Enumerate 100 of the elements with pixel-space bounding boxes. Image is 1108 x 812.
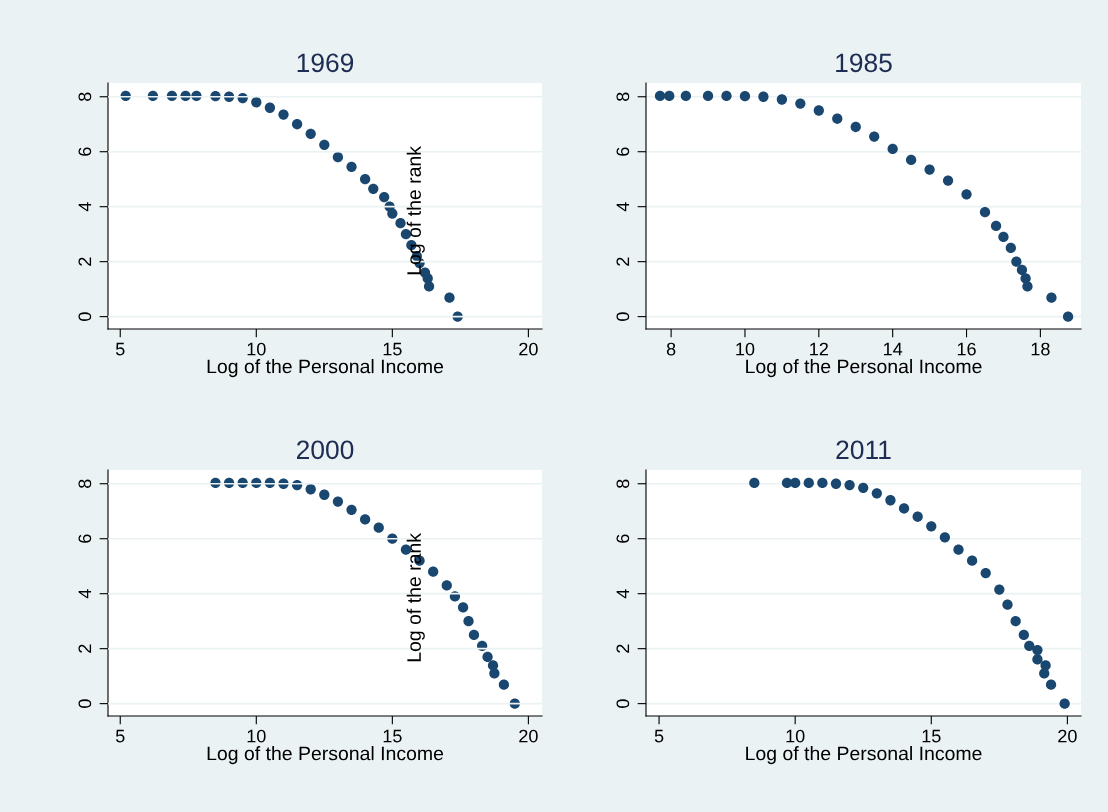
point [979,207,991,218]
y-tick-label: 6 [616,147,630,156]
point [346,161,357,172]
point [912,511,923,522]
x-tick-label: 5 [115,342,125,356]
point [1032,644,1043,656]
point [926,521,937,532]
x-tick-label: 15 [922,729,941,743]
point [1032,654,1043,665]
y-tick-label: 4 [616,589,630,599]
point [468,629,480,641]
chart-title: 1985 [836,53,892,73]
point [795,98,806,109]
point [332,496,344,507]
y-tick-label: 2 [78,644,92,653]
point [980,567,991,579]
point [1002,599,1013,610]
point [457,602,469,613]
point [680,90,692,102]
point [359,174,371,185]
point [1010,616,1021,627]
y-tick-label: 8 [78,92,92,101]
point [998,231,1009,243]
point [942,175,954,186]
point [1005,242,1016,254]
x-tick-label: 15 [383,729,402,743]
point [654,90,666,102]
point [830,478,842,489]
x-tick-label: 12 [810,342,828,356]
x-tick-label: 20 [519,342,538,356]
x-tick-label: 10 [736,342,755,356]
y-tick-label: 2 [78,257,92,266]
x-tick-label: 8 [666,342,676,356]
y-tick-label: 0 [616,312,630,321]
point [251,97,262,108]
point [305,484,316,495]
point [664,90,675,102]
point [790,477,801,489]
point [463,616,474,627]
point [817,477,828,489]
x-axis-title: Log of the Personal Income [207,746,444,765]
y-tick-label: 0 [78,312,92,321]
point [498,679,510,690]
point [803,477,814,489]
y-tick-label: 4 [616,202,630,212]
y-axis-title: Log of the rank [406,146,425,275]
point [332,152,344,163]
point [305,128,316,139]
point [1046,292,1057,303]
point [428,566,439,577]
point [482,651,493,663]
point [739,91,751,102]
point [1018,629,1029,641]
point [359,514,371,525]
point [776,94,788,105]
point [858,482,869,494]
point [278,109,289,120]
point [1011,256,1022,267]
point [1024,640,1035,652]
point [994,584,1005,595]
x-tick-label: 5 [654,729,664,743]
chart-title: 1969 [297,53,354,73]
point [871,488,882,499]
point [423,281,435,292]
point [898,503,910,514]
point [264,102,276,113]
point [721,90,732,102]
point [1022,281,1033,292]
y-tick-label: 8 [616,479,630,488]
x-tick-label: 10 [247,342,266,356]
x-tick-label: 16 [957,342,976,356]
x-tick-label: 10 [247,729,266,743]
point [387,208,398,219]
point [905,154,917,166]
y-axis-title: Log of the rank [406,533,425,662]
point [373,522,384,533]
point [319,139,330,150]
point [1016,264,1028,276]
x-tick-label: 10 [786,729,805,743]
x-axis-title: Log of the Personal Income [746,359,982,378]
y-tick-label: 2 [616,644,630,653]
point [758,91,769,102]
point [924,164,935,175]
y-tick-label: 0 [78,699,92,708]
point [1045,679,1057,690]
point [444,292,455,303]
y-tick-label: 4 [78,202,92,212]
chart-title: 2000 [296,440,354,460]
y-tick-label: 6 [78,534,92,543]
point [1039,668,1050,679]
point [887,143,898,155]
y-tick-label: 6 [616,534,630,543]
y-tick-label: 2 [616,257,630,266]
y-tick-label: 0 [616,699,630,708]
point [346,504,357,515]
x-tick-label: 20 [1058,729,1077,743]
point [939,532,951,543]
point [961,189,972,200]
point [832,113,843,124]
point [441,580,452,591]
